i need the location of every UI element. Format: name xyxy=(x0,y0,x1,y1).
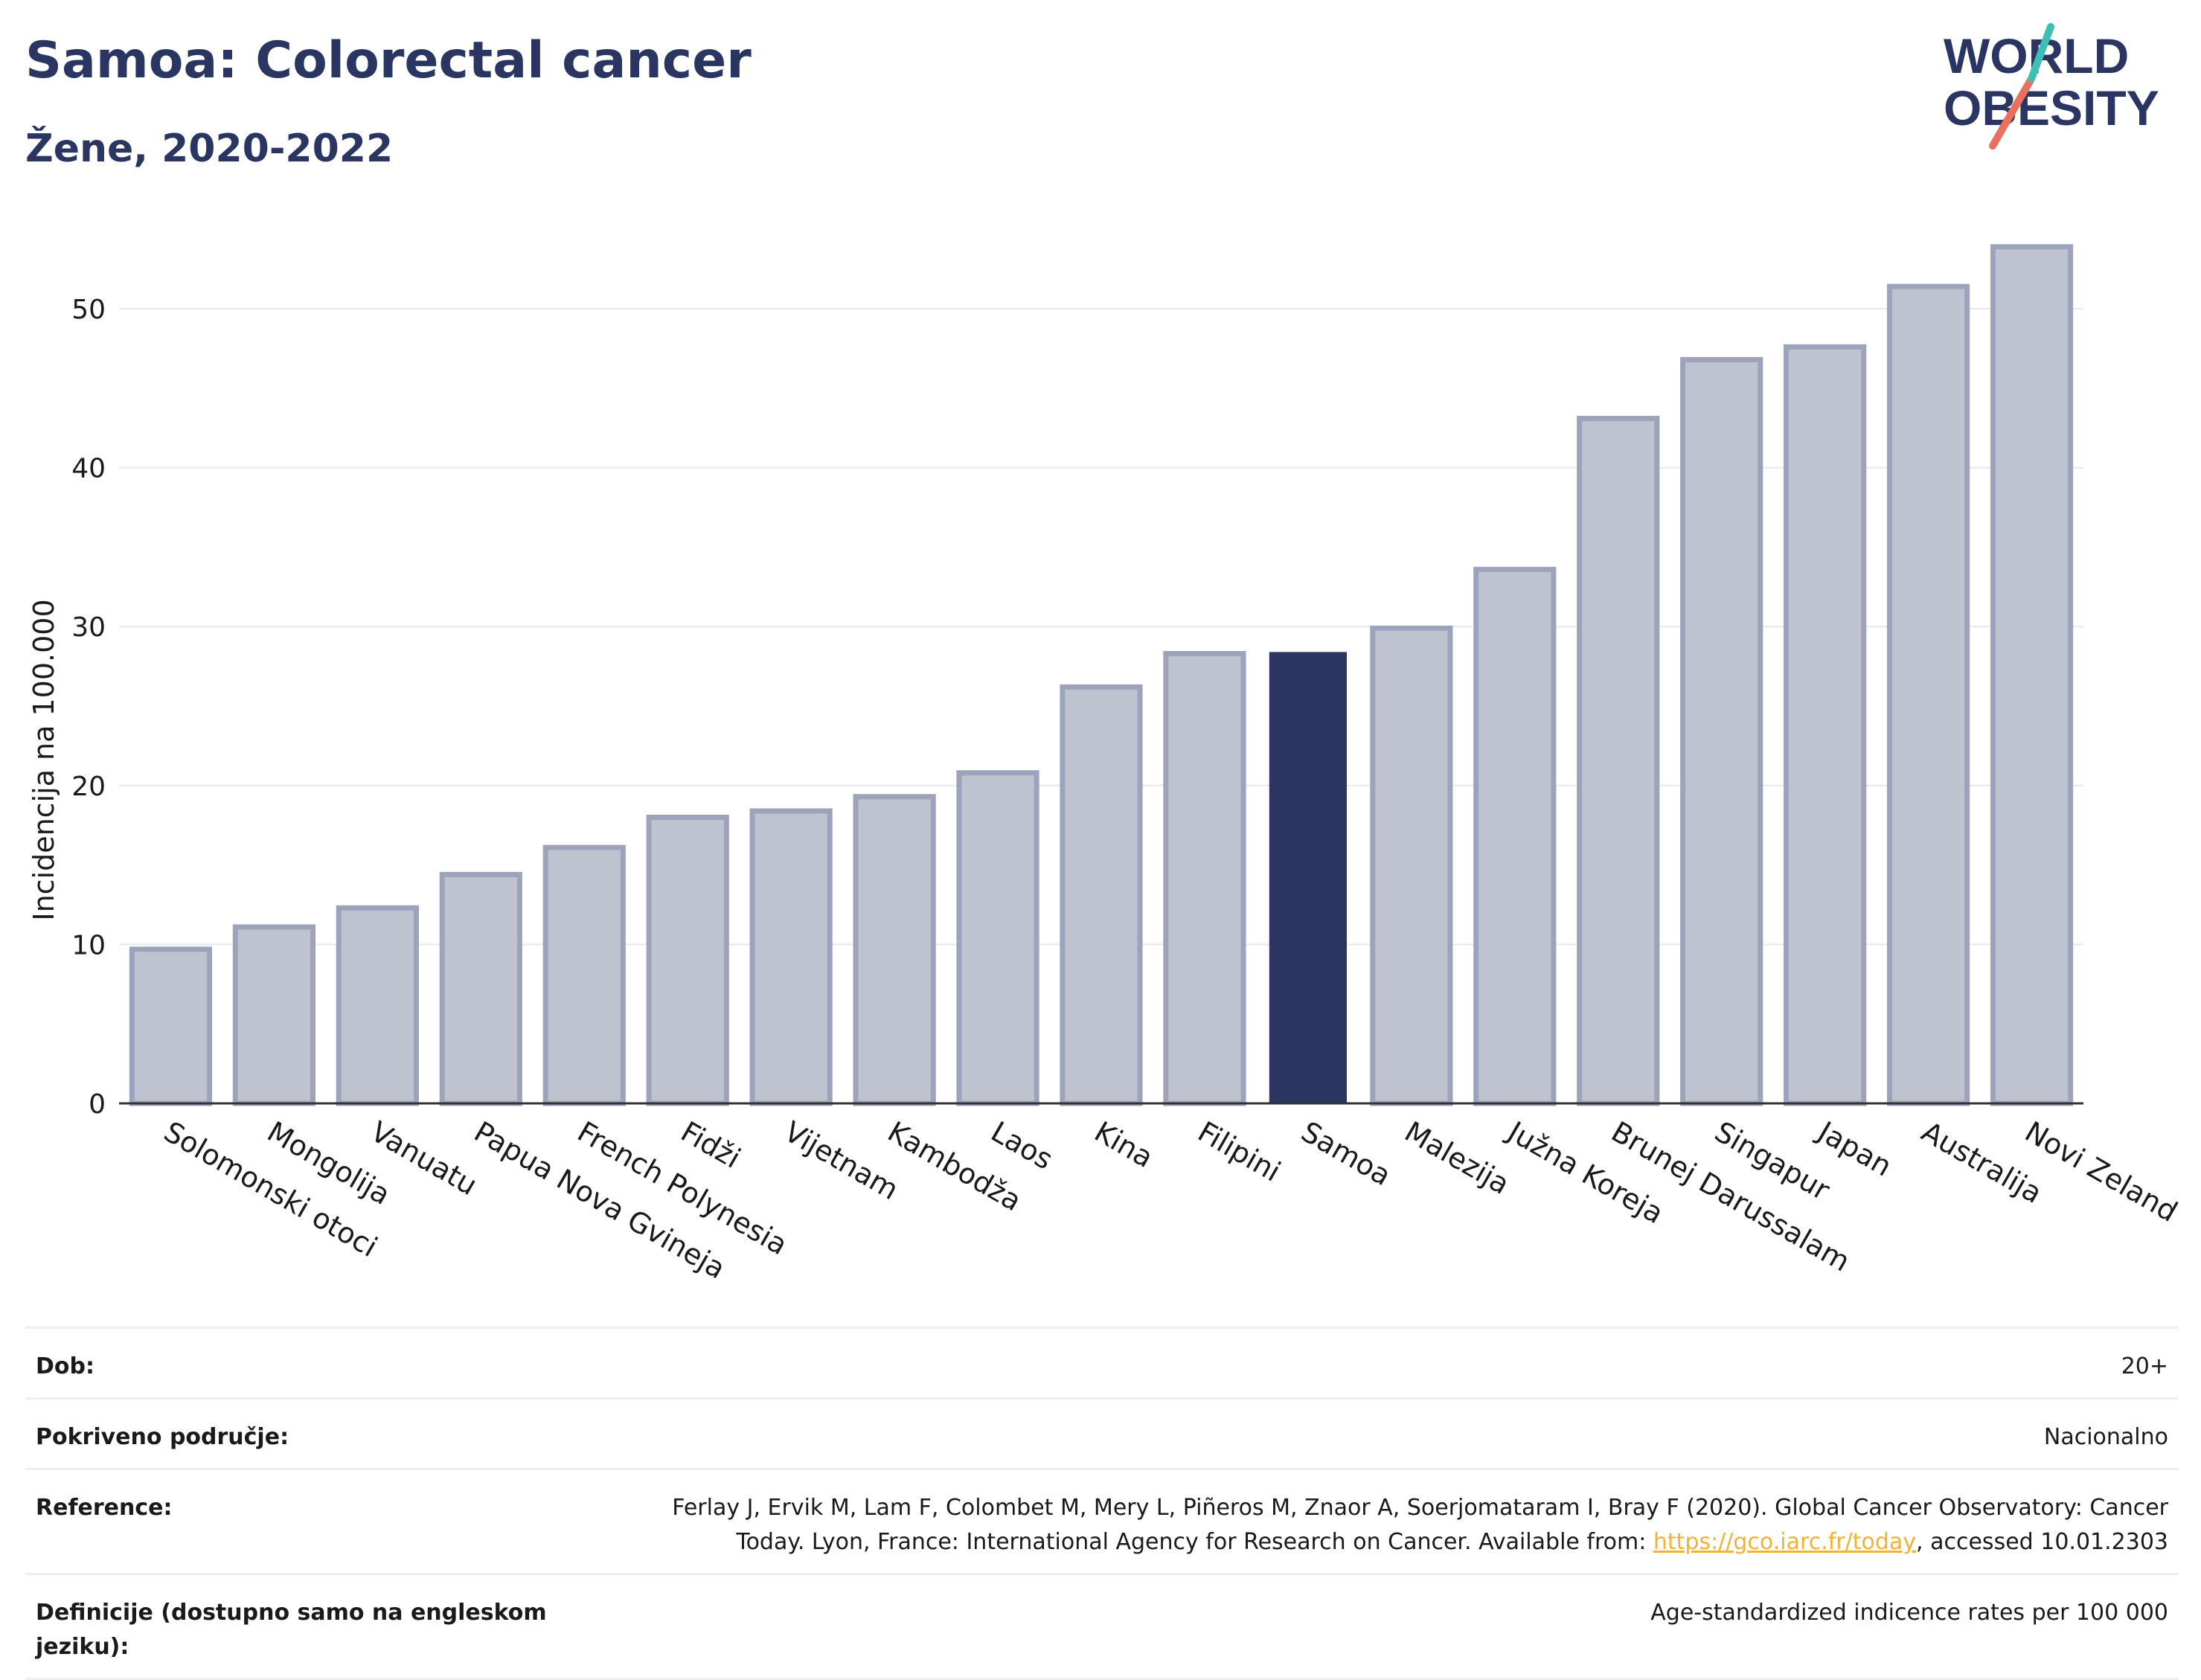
x-tick-label: Samoa xyxy=(1295,1115,1396,1193)
x-tick-label: Malezija xyxy=(1399,1115,1515,1201)
bar-mongolija xyxy=(232,924,316,1106)
bar-solomonski-otoci xyxy=(129,946,213,1106)
info-label: Dob: xyxy=(36,1353,94,1379)
info-label: Reference: xyxy=(36,1495,173,1521)
y-tick-label: 10 xyxy=(71,930,106,961)
bar-novi-zeland xyxy=(1990,244,2074,1106)
bar-papua-nova-gvineja xyxy=(439,871,522,1106)
info-value-reference: Ferlay J, Ervik M, Lam F, Colombet M, Me… xyxy=(621,1491,2168,1559)
y-tick-label: 20 xyxy=(71,772,106,802)
x-tick-label: Kina xyxy=(1089,1115,1159,1175)
x-tick-label: Novi Zeland xyxy=(2019,1115,2183,1228)
info-value: Nacionalno xyxy=(2043,1424,2168,1450)
x-tick-label: Fidži xyxy=(676,1115,746,1175)
bar-južna-koreja xyxy=(1473,566,1557,1106)
chart-title: Samoa: Colorectal cancer xyxy=(25,31,752,90)
logo-line2: OBESITY xyxy=(1944,80,2159,135)
y-tick-label: 0 xyxy=(89,1089,106,1120)
info-label: Definicije (dostupno samo na engleskom j… xyxy=(36,1600,547,1660)
info-label: Pokriveno područje: xyxy=(36,1424,289,1450)
bar-australija xyxy=(1886,283,1970,1106)
info-row-reference: Reference: Ferlay J, Ervik M, Lam F, Col… xyxy=(25,1468,2179,1573)
info-value: Age-standardized indicence rates per 100… xyxy=(1650,1600,2168,1626)
bar-filipini xyxy=(1163,651,1246,1106)
y-axis-title: Incidencija na 100.000 xyxy=(28,599,60,920)
bar-kina xyxy=(1060,684,1143,1106)
bar-fidži xyxy=(646,815,729,1106)
reference-text: Ferlay J, Ervik M, Lam F, Colombet M, Me… xyxy=(672,1495,2168,1555)
bar-kambodža xyxy=(853,794,936,1106)
y-tick-label: 30 xyxy=(71,612,106,643)
bar-vijetnam xyxy=(749,808,833,1106)
bar-vanuatu xyxy=(336,905,419,1106)
y-tick-label: 40 xyxy=(71,454,106,484)
info-row-age: Dob: 20+ xyxy=(25,1327,2179,1397)
bar-laos xyxy=(956,770,1039,1106)
bar-french-polynesia xyxy=(542,844,626,1106)
reference-link[interactable]: https://gco.iarc.fr/today xyxy=(1653,1529,1917,1555)
info-value: 20+ xyxy=(2121,1353,2168,1379)
bar-brunej-darussalam xyxy=(1577,415,1660,1106)
bar-samoa xyxy=(1269,652,1347,1103)
x-tick-label: Filipini xyxy=(1192,1115,1286,1188)
info-row-definition: Definicije (dostupno samo na engleskom j… xyxy=(25,1573,2179,1680)
bar-malezija xyxy=(1370,625,1453,1106)
info-row-coverage: Pokriveno područje: Nacionalno xyxy=(25,1397,2179,1468)
y-tick-label: 50 xyxy=(71,295,106,325)
bar-japan xyxy=(1784,344,1867,1106)
bar-singapur xyxy=(1680,356,1763,1106)
world-obesity-logo: WORLD OBESITY xyxy=(1944,23,2159,150)
x-tick-label: Laos xyxy=(986,1115,1059,1176)
info-table: Dob: 20+ Pokriveno područje: Nacionalno … xyxy=(25,1327,2179,1680)
reference-accessed: , accessed 10.01.2303 xyxy=(1916,1529,2168,1555)
x-tick-label: Vijetnam xyxy=(779,1115,904,1207)
chart-subtitle: Žene, 2020-2022 xyxy=(25,126,394,171)
